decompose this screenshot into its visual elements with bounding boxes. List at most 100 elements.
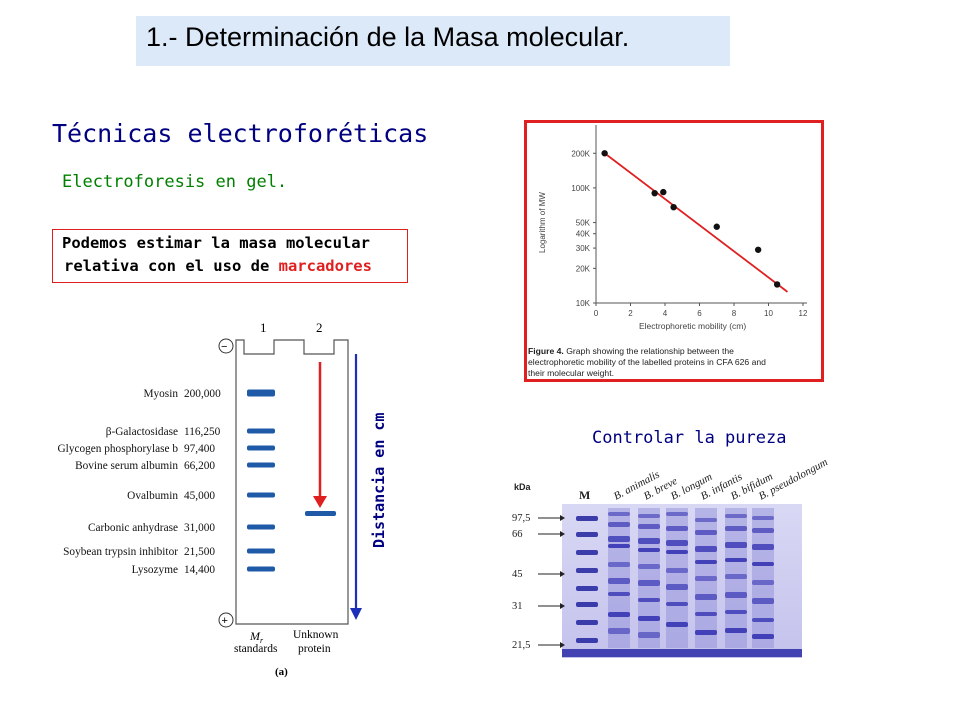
marker-mass: 200,000 xyxy=(184,388,221,400)
gel-b-band xyxy=(752,580,774,585)
section-subheading: Electroforesis en gel. xyxy=(62,172,288,192)
gel-b-band xyxy=(638,598,660,602)
marker-band xyxy=(247,524,275,530)
gel-b-band xyxy=(638,580,660,586)
unknown-label: Unknown xyxy=(293,629,339,641)
note-line-1: Podemos estimar la masa molecular xyxy=(62,234,370,252)
marker-name: Ovalbumin xyxy=(127,490,178,502)
kda-value: 97,5 xyxy=(512,513,530,524)
gel-b-marker-band xyxy=(576,516,598,521)
gel-b-band xyxy=(695,594,717,600)
x-tick-labels: 0 2 4 6 8 10 12 xyxy=(594,303,808,318)
gel-b-marker-band xyxy=(576,602,598,607)
gel-b-band xyxy=(608,522,630,527)
marker-mass: 45,000 xyxy=(184,490,215,502)
figure-caption-3: their molecular weight. xyxy=(528,368,614,378)
marker-band xyxy=(247,566,275,572)
gel-b-band xyxy=(666,602,688,606)
data-point xyxy=(754,246,762,253)
gel-b-lanes xyxy=(576,508,774,648)
y-tick-label: 200K xyxy=(571,149,590,158)
gel-b-band xyxy=(608,544,630,548)
kda-labels: 97,5 66 45 31 21,5 xyxy=(512,513,565,651)
kda-unit-label: kDa xyxy=(514,482,532,492)
gel-b-band xyxy=(608,536,630,542)
gel-b-band xyxy=(725,628,747,633)
kda-arrow-head xyxy=(560,515,565,521)
gel-b-marker-band xyxy=(576,568,598,573)
y-tick-label: 100K xyxy=(571,184,590,193)
gel-b-band xyxy=(752,618,774,622)
fit-line xyxy=(604,152,789,293)
gel-b-band xyxy=(638,524,660,529)
lane-label-2: 2 xyxy=(316,320,323,335)
section-heading: Técnicas electroforéticas xyxy=(52,119,429,148)
lane-label-1: 1 xyxy=(260,320,267,335)
gel-b-band xyxy=(725,610,747,614)
kda-value: 21,5 xyxy=(512,640,530,651)
minus-electrode-icon xyxy=(218,338,234,354)
y-tick-labels: 10K 20K 30K 40K 50K 100K 200K xyxy=(571,149,596,308)
gel-b-band xyxy=(638,632,660,638)
gel-b-band xyxy=(695,612,717,616)
marker-mass: 31,000 xyxy=(184,522,215,534)
mr-label: Mr xyxy=(249,629,264,645)
migration-arrow-head xyxy=(313,496,327,508)
gel-b-band xyxy=(695,518,717,522)
figure-caption-1: Figure 4. Graph showing the relationship… xyxy=(528,346,734,356)
gel-b-band xyxy=(608,628,630,634)
marker-band xyxy=(247,548,275,554)
marker-name: Bovine serum albumin xyxy=(75,460,178,472)
panel-label-a: (a) xyxy=(275,666,288,678)
gel-b-band xyxy=(608,578,630,584)
gel-b-marker-band xyxy=(576,550,598,555)
gel-b-lane xyxy=(752,508,774,648)
gel-b-band xyxy=(666,550,688,554)
graph-frame xyxy=(524,120,824,382)
marker-band xyxy=(247,445,275,451)
y-tick-label: 50K xyxy=(576,219,591,228)
gel-b-band xyxy=(638,564,660,569)
y-tick-label: 10K xyxy=(576,299,591,308)
x-tick-label: 8 xyxy=(732,309,737,318)
y-tick-label: 30K xyxy=(576,244,591,253)
gel-b-band xyxy=(666,568,688,573)
marker-labels: Myosin 200,000 β-Galactosidase 116,250 Glyco… xyxy=(58,388,222,576)
distance-label: Distancia en cm xyxy=(370,412,388,548)
note-box xyxy=(52,229,408,283)
distance-arrow-head xyxy=(350,608,362,620)
marker-name: Glycogen phosphorylase b xyxy=(58,443,179,455)
gel-b-marker-band xyxy=(576,638,598,643)
x-tick-label: 0 xyxy=(594,309,599,318)
gel-b-band xyxy=(666,526,688,531)
gel-b-band xyxy=(638,538,660,544)
data-point xyxy=(660,188,667,196)
gel-b-band xyxy=(752,516,774,520)
x-tick-label: 2 xyxy=(628,309,633,318)
mw-graph: 10K 20K 30K 40K 50K 100K 200K 0 2 4 6 8 10 12 Logari… xyxy=(528,125,808,378)
x-axis-label: Electrophoretic mobility (cm) xyxy=(639,321,746,331)
marker-name: Myosin xyxy=(143,388,178,400)
gel-b-band xyxy=(638,616,660,621)
data-point xyxy=(651,189,658,197)
x-tick-label: 6 xyxy=(697,309,702,318)
x-tick-label: 12 xyxy=(799,309,808,318)
gel-b-dye-front xyxy=(562,649,802,657)
marker-band xyxy=(247,492,275,498)
marker-mass: 66,200 xyxy=(184,460,215,472)
kda-value: 31 xyxy=(512,601,523,612)
plus-sign: + xyxy=(222,615,228,627)
page-title: 1.- Determinación de la Masa molecular. xyxy=(146,22,630,52)
data-point xyxy=(773,281,781,288)
marker-mass: 97,400 xyxy=(184,443,215,455)
marker-band xyxy=(247,428,275,434)
gel-b-band xyxy=(695,576,717,581)
marker-mass: 116,250 xyxy=(184,426,221,438)
gel-b-marker-band xyxy=(576,586,598,591)
marker-band xyxy=(247,462,275,468)
gel-b-band xyxy=(608,592,630,596)
gel-b-band xyxy=(608,612,630,617)
gel-b-band xyxy=(752,598,774,604)
